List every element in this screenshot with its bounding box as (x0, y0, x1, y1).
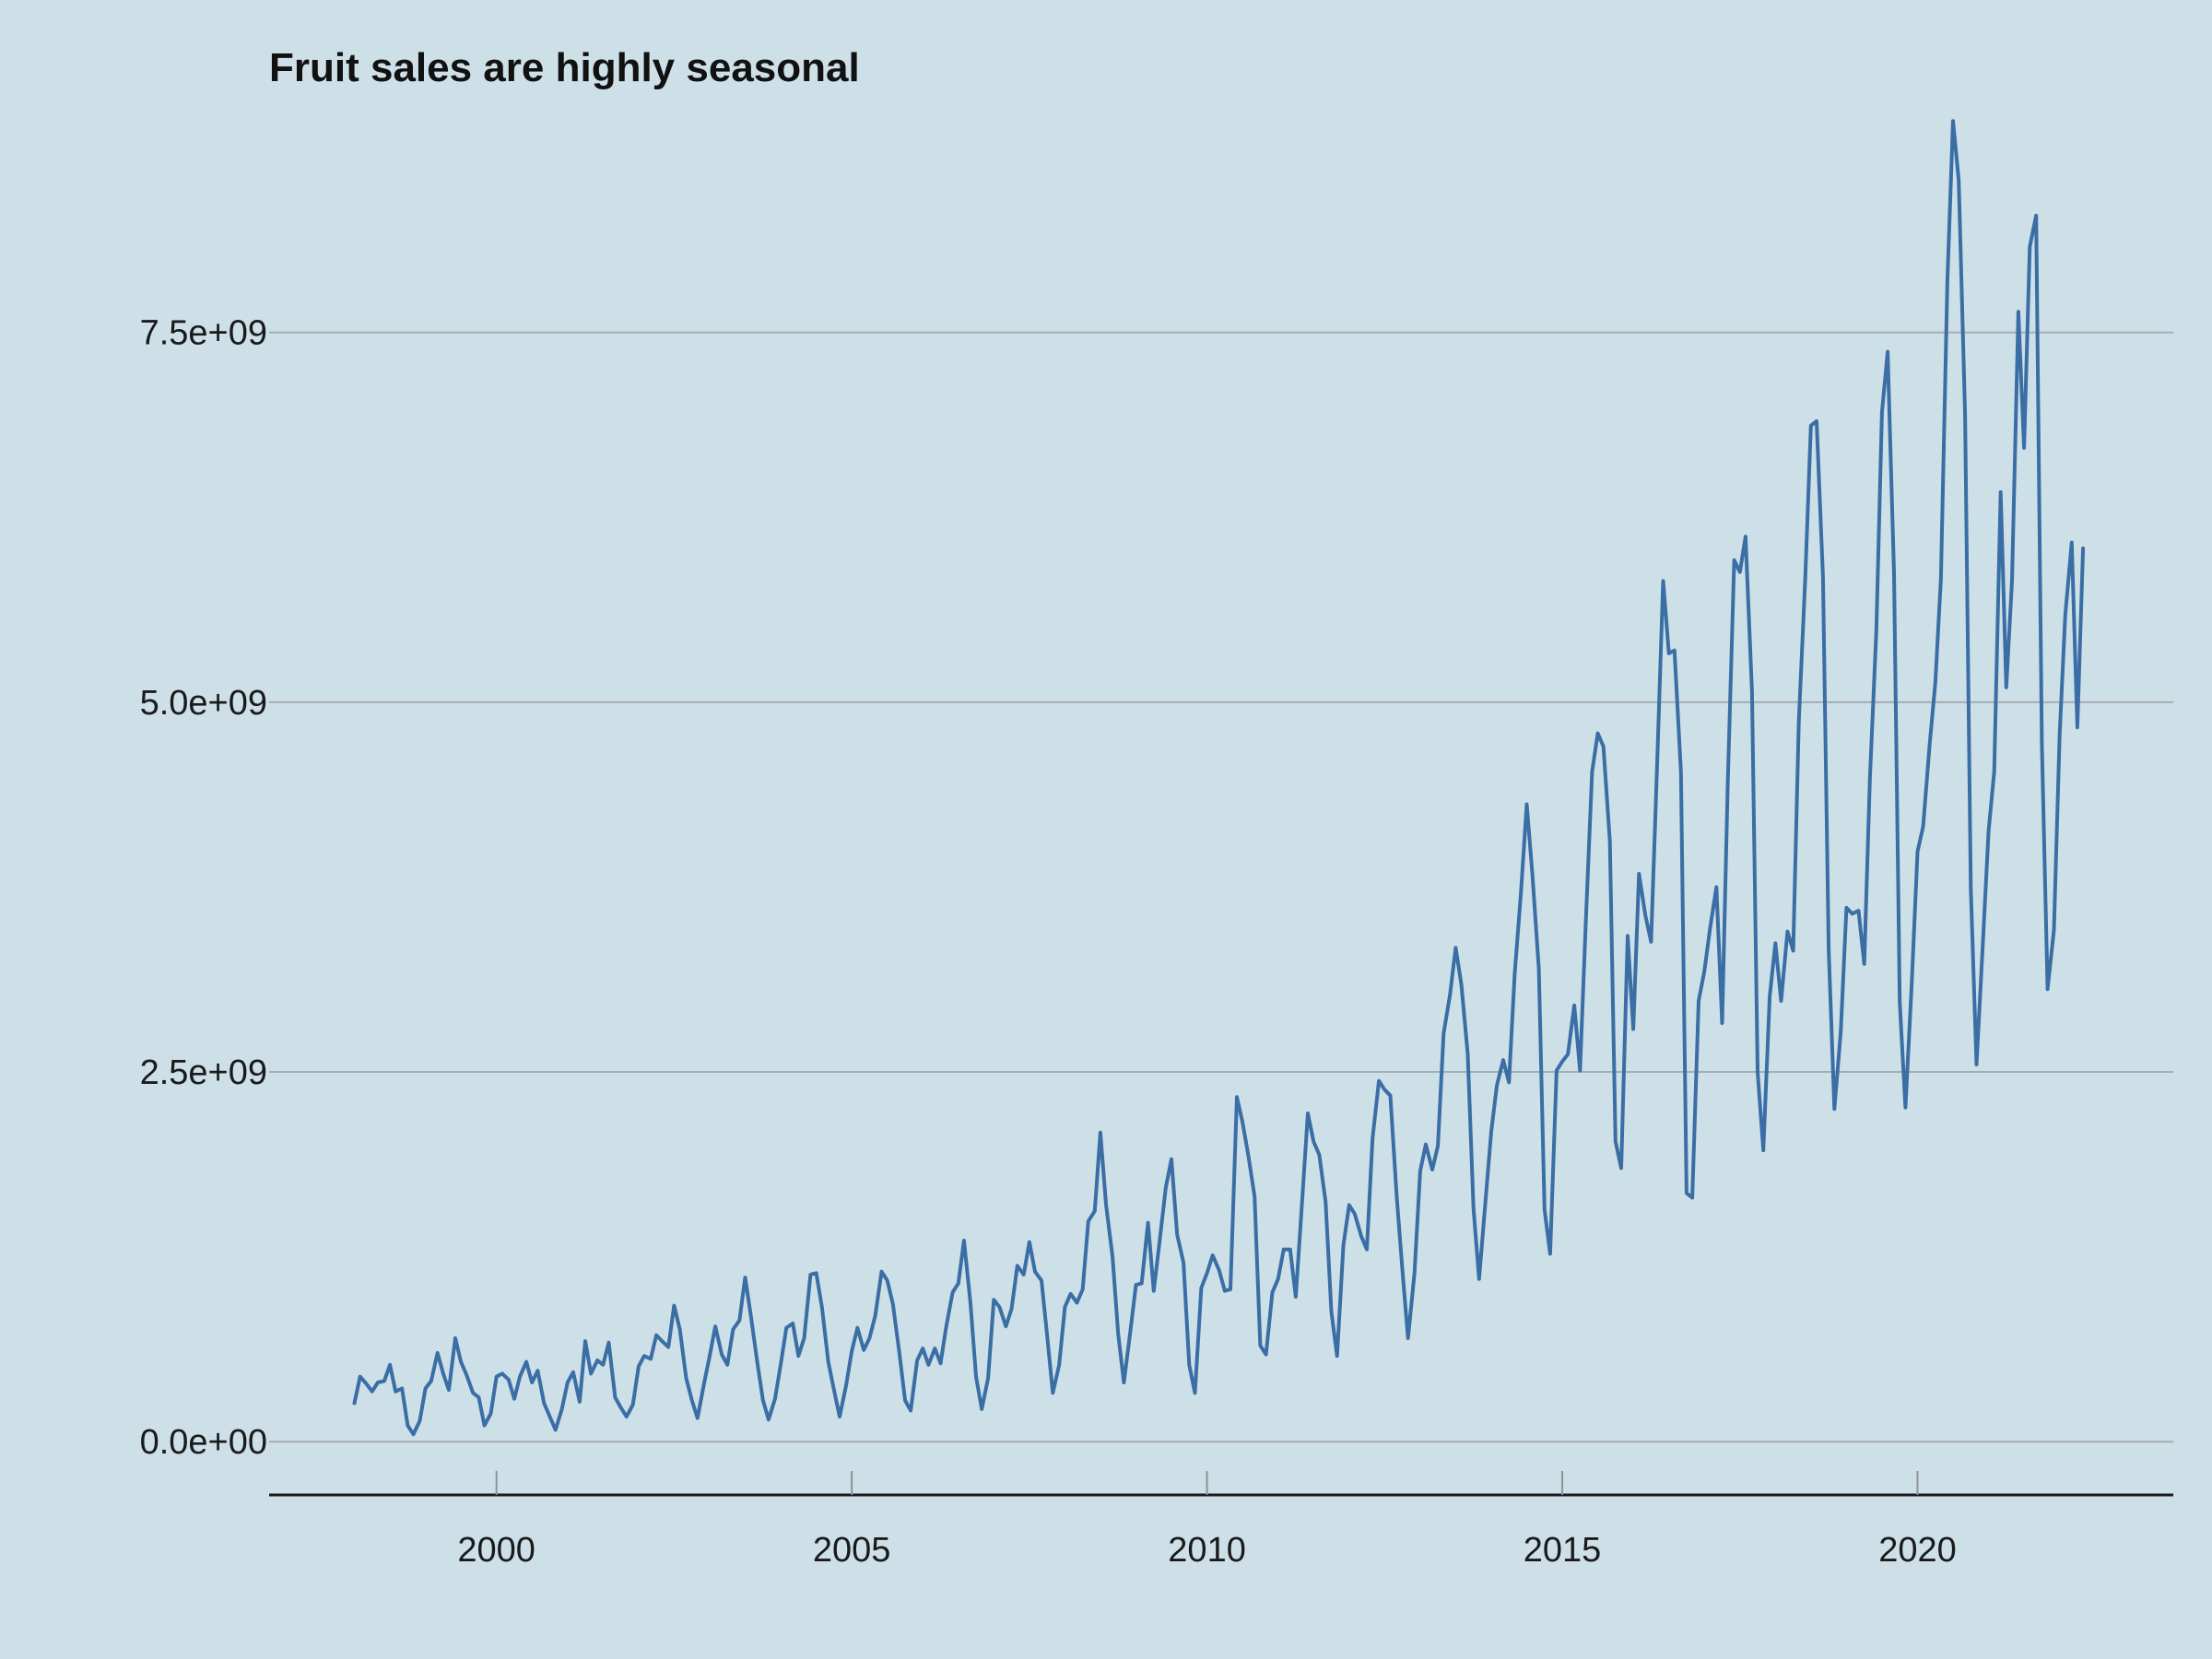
chart-title: Fruit sales are highly seasonal (269, 45, 860, 90)
y-tick-label: 5.0e+09 (140, 684, 267, 723)
y-axis-tick-labels: 0.0e+00 2.5e+09 5.0e+09 7.5e+09 (140, 314, 267, 1463)
y-tick-label: 7.5e+09 (140, 314, 267, 353)
gridlines (269, 331, 2173, 1443)
x-tick-label: 2005 (813, 1531, 891, 1570)
x-tick-label: 2020 (1878, 1531, 1957, 1570)
x-tick-label: 2010 (1168, 1531, 1246, 1570)
x-tick-label: 2000 (457, 1531, 535, 1570)
series-line-0 (352, 119, 2086, 1437)
x-axis-ticks: 2000 2005 2010 2015 2020 (457, 1471, 1957, 1570)
y-tick-label: 2.5e+09 (140, 1053, 267, 1092)
y-tick-label: 0.0e+00 (140, 1423, 267, 1462)
series-lines (352, 119, 2086, 1437)
x-tick-label: 2015 (1524, 1531, 1602, 1570)
